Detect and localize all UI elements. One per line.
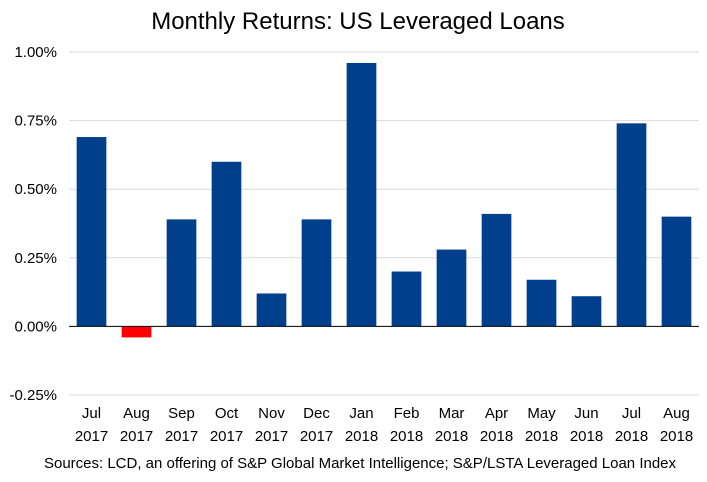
y-tick-label: 1.00% — [14, 44, 57, 61]
x-tick-month: Jul — [82, 405, 101, 422]
x-tick-month: Oct — [215, 405, 239, 422]
bar — [211, 161, 242, 327]
x-tick-year: 2018 — [435, 428, 468, 445]
x-axis-ticks: Jul 2017 Aug 2017 Sep 2017 Oct 2017 Nov 2017 Dec 20… — [75, 405, 693, 445]
x-tick-year: 2018 — [615, 428, 648, 445]
chart-title: Monthly Returns: US Leveraged Loans — [151, 8, 565, 35]
x-tick-month: Jan — [349, 405, 373, 422]
y-tick-label: -0.25% — [9, 387, 57, 404]
bars — [76, 62, 692, 338]
bar — [391, 271, 422, 327]
x-tick-month: Aug — [123, 405, 150, 422]
x-tick-year: 2017 — [75, 428, 108, 445]
bar — [661, 216, 692, 327]
x-tick-month: Mar — [439, 405, 465, 422]
bar — [616, 123, 647, 327]
x-tick-month: Dec — [303, 405, 330, 422]
bar — [346, 62, 377, 327]
chart-source-note: Sources: LCD, an offering of S&P Global … — [44, 455, 677, 472]
x-tick-year: 2017 — [300, 428, 333, 445]
x-tick-year: 2018 — [570, 428, 603, 445]
x-tick-year: 2017 — [255, 428, 288, 445]
bar — [76, 137, 107, 327]
x-tick-year: 2017 — [165, 428, 198, 445]
bar — [436, 249, 467, 327]
bar — [571, 296, 602, 327]
x-tick-month: Jul — [622, 405, 641, 422]
x-tick-year: 2018 — [525, 428, 558, 445]
y-axis-ticks: -0.25% 0.00% 0.25% 0.50% 0.75% 1.00% — [9, 44, 57, 404]
x-tick-month: Apr — [485, 405, 508, 422]
x-tick-month: Jun — [574, 405, 598, 422]
bar — [301, 219, 332, 327]
x-tick-month: Nov — [258, 405, 285, 422]
x-tick-year: 2018 — [660, 428, 693, 445]
bar — [121, 326, 152, 338]
x-tick-year: 2018 — [345, 428, 378, 445]
x-tick-month: Sep — [168, 405, 195, 422]
x-tick-year: 2018 — [390, 428, 423, 445]
x-tick-month: Feb — [394, 405, 420, 422]
bar — [526, 279, 557, 327]
x-tick-year: 2017 — [120, 428, 153, 445]
y-tick-label: 0.25% — [14, 250, 57, 267]
x-tick-month: May — [527, 405, 556, 422]
x-tick-year: 2017 — [210, 428, 243, 445]
x-tick-year: 2018 — [480, 428, 513, 445]
bar — [481, 213, 512, 327]
x-tick-month: Aug — [663, 405, 690, 422]
bar — [256, 293, 287, 327]
bar — [166, 219, 197, 327]
y-tick-label: 0.00% — [14, 318, 57, 335]
gridlines — [69, 51, 699, 396]
y-tick-label: 0.75% — [14, 113, 57, 130]
y-tick-label: 0.50% — [14, 181, 57, 198]
